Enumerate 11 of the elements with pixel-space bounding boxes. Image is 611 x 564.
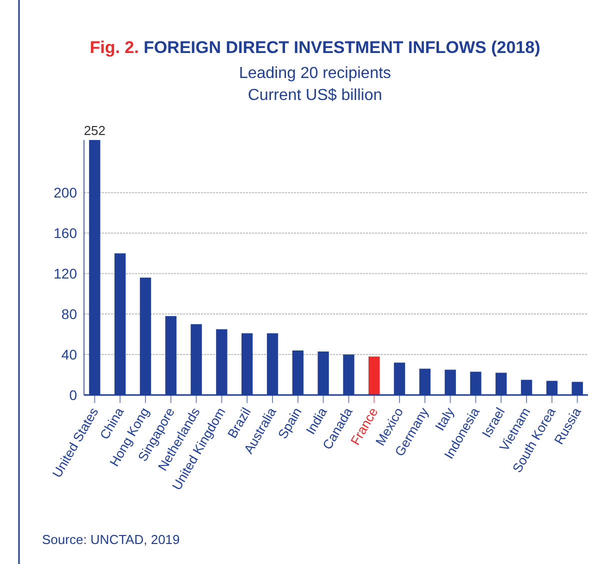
bar (368, 356, 380, 395)
y-tick-label: 0 (69, 387, 78, 403)
y-tick-label: 200 (54, 184, 78, 201)
y-tick-label: 80 (61, 306, 78, 322)
data-label: 252 (84, 123, 106, 138)
y-tick-label: 120 (54, 266, 78, 282)
y-tick-label: 40 (61, 346, 78, 363)
chart-subtitle: Leading 20 recipients Current US$ billion (238, 65, 392, 104)
source-note: Source: UNCTAD, 2019 (42, 532, 180, 547)
chart-title: Fig. 2. FOREIGN DIRECT INVESTMENT INFLOWS (2018) (90, 38, 540, 57)
y-tick-label: 160 (54, 225, 78, 242)
